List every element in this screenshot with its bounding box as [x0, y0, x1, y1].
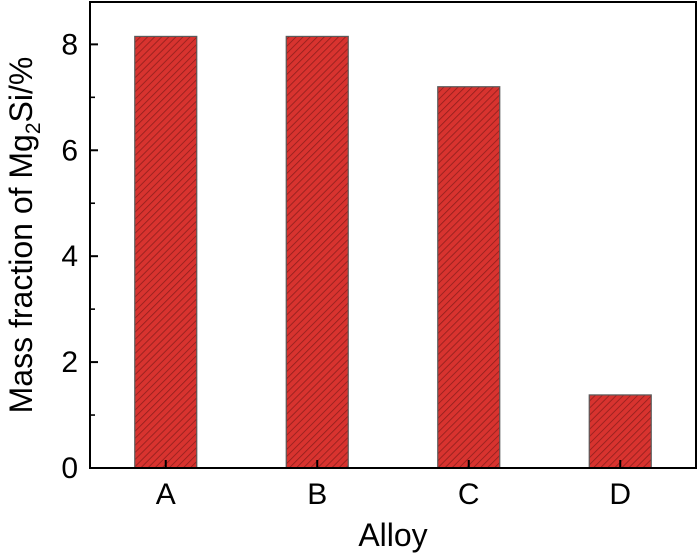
x-axis-label: Alloy — [358, 517, 427, 553]
y-tick-label-6: 6 — [61, 134, 78, 167]
x-tick-label-a: A — [156, 478, 176, 511]
y-axis-label-suffix: Si/% — [3, 57, 39, 123]
x-tick-label-d: D — [609, 478, 631, 511]
y-axis-label-prefix: Mass fraction of Mg — [3, 134, 39, 413]
x-tick-labels: A B C D — [156, 478, 631, 511]
x-tick-label-b: B — [307, 478, 327, 511]
y-tick-label-4: 4 — [61, 240, 78, 273]
bar-b — [285, 35, 349, 469]
plot-frame — [89, 1, 697, 469]
bars-group — [134, 35, 652, 469]
y-tick-label-0: 0 — [61, 452, 78, 485]
bar-c — [437, 86, 501, 469]
bar-a — [134, 35, 198, 469]
y-axis-label: Mass fraction of Mg2Si/% — [3, 57, 45, 414]
y-tick-label-2: 2 — [61, 346, 78, 379]
ticks-group — [90, 43, 622, 469]
y-tick-label-8: 8 — [61, 28, 78, 61]
y-tick-labels: 0 2 4 6 8 — [61, 28, 78, 485]
y-axis-label-subscript: 2 — [22, 122, 45, 134]
x-tick-label-c: C — [458, 478, 480, 511]
bar-d — [588, 394, 652, 469]
